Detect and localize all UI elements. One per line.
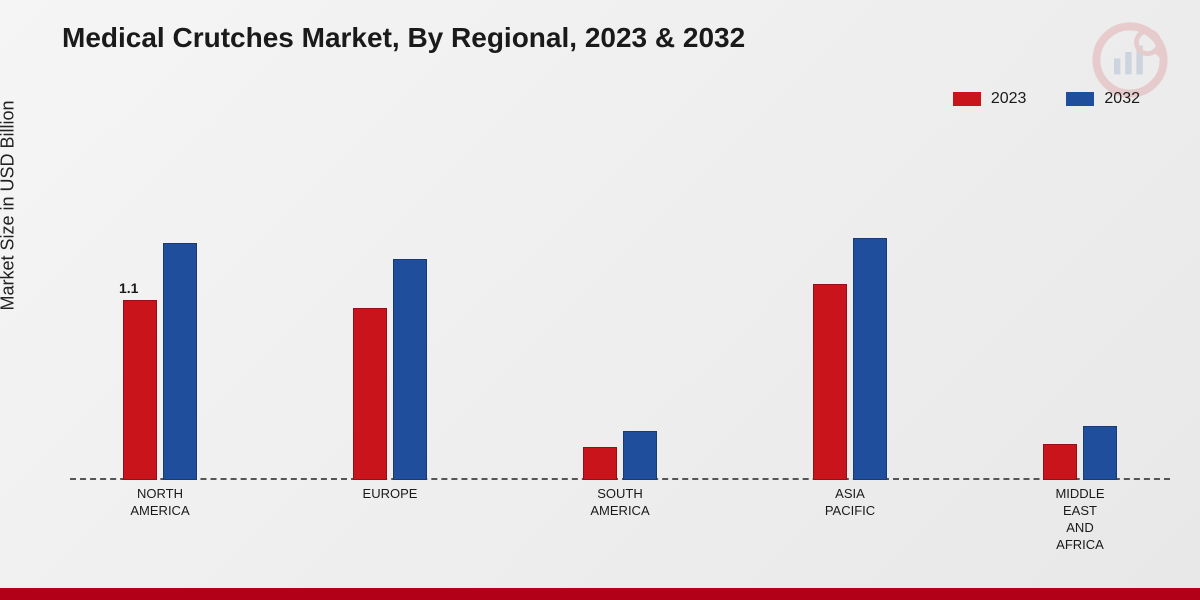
legend-swatch-2023 — [953, 92, 981, 106]
x-axis-category-label: NORTHAMERICA — [130, 486, 189, 520]
bar-group — [123, 243, 197, 480]
chart-title: Medical Crutches Market, By Regional, 20… — [62, 22, 745, 54]
x-axis-category-label: EUROPE — [363, 486, 418, 503]
bar — [583, 447, 617, 480]
bar — [353, 308, 387, 480]
legend-item-2023: 2023 — [953, 90, 1027, 108]
legend-swatch-2032 — [1066, 92, 1094, 106]
legend: 2023 2032 — [953, 90, 1140, 108]
bar — [853, 238, 887, 480]
footer-accent-bar — [0, 588, 1200, 600]
bar — [163, 243, 197, 480]
legend-item-2032: 2032 — [1066, 90, 1140, 108]
bar — [1083, 426, 1117, 480]
bar — [623, 431, 657, 480]
y-axis-label: Market Size in USD Billion — [0, 100, 19, 310]
bar — [813, 284, 847, 480]
x-axis-category-label: MIDDLEEASTANDAFRICA — [1055, 486, 1104, 554]
bar-group — [1043, 426, 1117, 480]
bar-group — [353, 259, 427, 480]
bar-group — [583, 431, 657, 480]
legend-label-2023: 2023 — [991, 90, 1027, 108]
bar — [393, 259, 427, 480]
bar — [123, 300, 157, 480]
x-axis-category-label: SOUTHAMERICA — [590, 486, 649, 520]
bar-group — [813, 238, 887, 480]
brand-logo-icon — [1090, 20, 1170, 100]
bar — [1043, 444, 1077, 480]
chart-plot-area: 1.1 — [70, 120, 1170, 480]
x-axis-labels: NORTHAMERICA EUROPE SOUTHAMERICA ASIAPACIFI… — [70, 486, 1170, 566]
legend-label-2032: 2032 — [1104, 90, 1140, 108]
x-axis-category-label: ASIAPACIFIC — [825, 486, 875, 520]
